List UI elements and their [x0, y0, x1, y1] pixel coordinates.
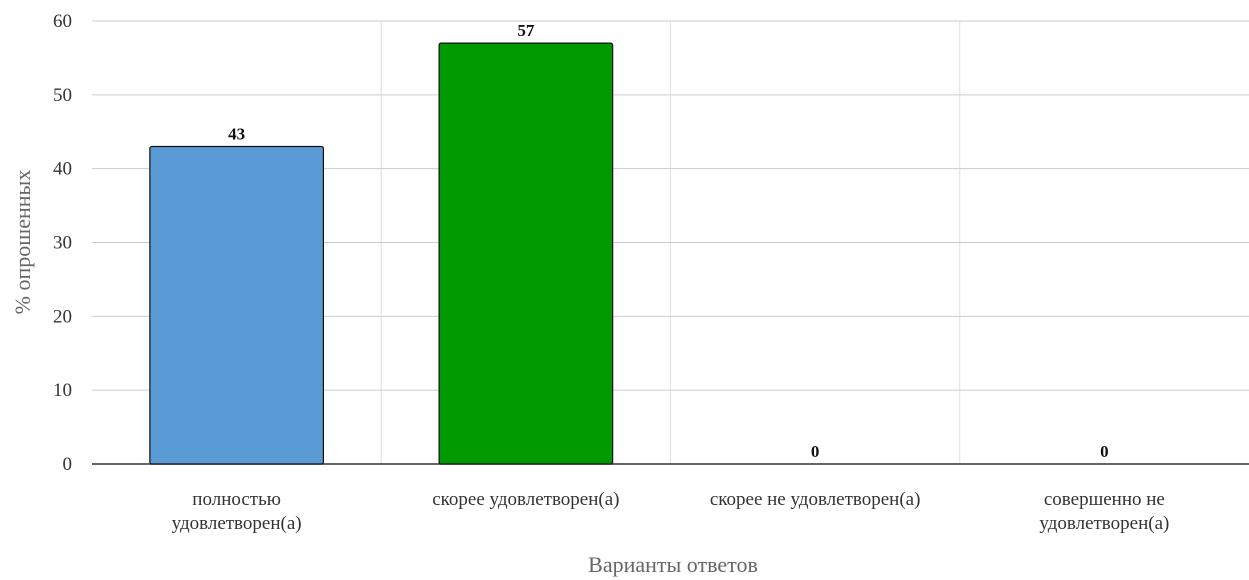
x-tick-label: полностью удовлетворен(а)	[172, 489, 302, 534]
x-tick-label: скорее не удовлетворен(а)	[710, 489, 921, 510]
bar	[438, 42, 614, 465]
data-label: 0	[1100, 442, 1109, 461]
data-label: 57	[517, 21, 535, 40]
x-tick-label: скорее удовлетворен(а)	[432, 489, 619, 510]
y-tick-label: 0	[63, 454, 73, 475]
data-label: 0	[811, 442, 820, 461]
data-label: 43	[228, 125, 245, 144]
y-axis-title: % опрошенных	[10, 170, 35, 315]
bar	[149, 145, 325, 465]
y-axis-ticks: 0 10 20 30 40 50 60	[53, 11, 72, 475]
x-axis-labels: полностью удовлетворен(а) скорее удовлетво…	[172, 489, 1170, 534]
data-labels: 43 57 0 0	[228, 21, 1109, 461]
y-tick-label: 20	[53, 306, 72, 327]
x-tick-label: совершенно не удовлетворен(а)	[1039, 489, 1169, 534]
y-tick-label: 60	[53, 11, 72, 32]
bars	[149, 42, 614, 465]
x-axis-title: Варианты ответов	[588, 552, 758, 577]
y-tick-label: 50	[53, 85, 72, 106]
y-tick-label: 40	[53, 159, 72, 180]
y-tick-label: 30	[53, 233, 72, 254]
y-tick-label: 10	[53, 380, 72, 401]
